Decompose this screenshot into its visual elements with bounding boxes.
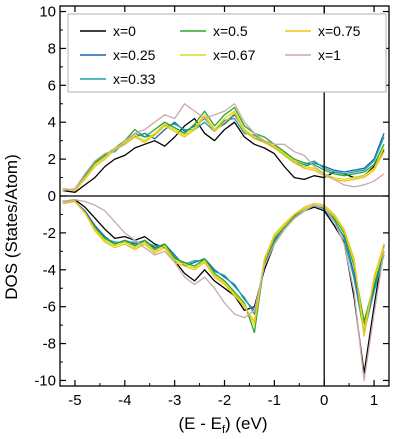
series-line-x-1-down xyxy=(62,199,385,382)
y-tick-label: 4 xyxy=(48,114,56,131)
x-tick-label: -5 xyxy=(68,392,81,409)
legend-label: x=0.5 xyxy=(213,23,248,39)
legend-label: x=0.25 xyxy=(113,47,156,63)
series-line-x-0-up xyxy=(62,117,385,193)
series-line-x-0-5-down xyxy=(62,200,385,334)
x-tick-label: 0 xyxy=(320,392,328,409)
x-tick-label: -1 xyxy=(268,392,281,409)
legend: x=0 x=0.25 x=0.33 x=0.5 x=0.67 x=0.75 x=1 xyxy=(67,13,387,93)
x-axis-label-subscript: f xyxy=(222,424,226,436)
y-tick-label: 2 xyxy=(48,151,56,168)
legend-label: x=0.67 xyxy=(213,47,256,63)
legend-label: x=0 xyxy=(113,23,136,39)
x-axis-label-main: (E - E xyxy=(178,414,221,433)
x-tick-label: -2 xyxy=(218,392,231,409)
series-line-x-0-down xyxy=(62,199,385,374)
y-tick-label: -2 xyxy=(43,225,56,242)
y-tick-label: -6 xyxy=(43,299,56,316)
y-tick-label: 10 xyxy=(39,4,56,21)
y-axis-label: DOS (States/Atom) xyxy=(2,154,21,299)
legend-label: x=0.33 xyxy=(113,71,156,87)
series-line-x-1-up xyxy=(62,103,385,192)
x-axis-label-tail: ) (eV) xyxy=(225,414,268,433)
series-line-x-0-67-down xyxy=(62,200,385,330)
y-tick-label: -10 xyxy=(34,372,56,389)
legend-label: x=0.75 xyxy=(318,23,361,39)
y-tick-label: 6 xyxy=(48,77,56,94)
y-tick-label: -4 xyxy=(43,262,56,279)
x-tick-label: -4 xyxy=(118,392,131,409)
y-tick-label: 8 xyxy=(48,40,56,57)
y-tick-label: -8 xyxy=(43,336,56,353)
legend-label: x=1 xyxy=(318,47,341,63)
y-tick-label: 0 xyxy=(48,188,56,205)
x-tick-label: -3 xyxy=(168,392,181,409)
x-tick-label: 1 xyxy=(370,392,378,409)
series-line-x-0-75-down xyxy=(62,200,385,337)
plot-area xyxy=(62,103,385,382)
legend-box xyxy=(67,13,387,93)
x-axis-label: (E - Ef) (eV) xyxy=(178,414,267,436)
